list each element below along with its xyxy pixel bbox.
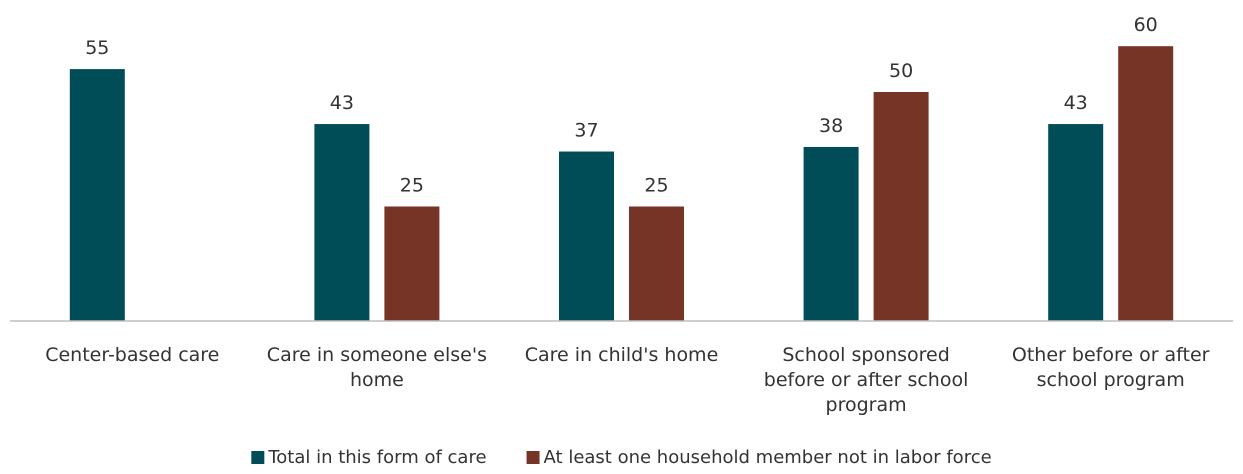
- bar-series1-cat3: [873, 92, 929, 321]
- value-label-series1-cat4: 60: [1134, 14, 1158, 36]
- category-label-line: before or after school: [764, 369, 969, 391]
- category-label-line: Other before or after: [1012, 344, 1210, 366]
- category-label-line: school program: [1037, 369, 1185, 391]
- value-label-series0-cat3: 38: [819, 115, 843, 137]
- value-labels-group: 55 43 25 37 25 38 50 43 60: [85, 14, 1158, 196]
- bar-series0-cat2: [559, 151, 614, 321]
- value-label-series1-cat3: 50: [889, 60, 913, 82]
- bar-series0-cat3: [803, 146, 859, 321]
- category-label-0: Center-based care: [45, 344, 219, 366]
- bar-series0-cat4: [1048, 124, 1104, 321]
- value-label-series0-cat2: 37: [574, 120, 598, 142]
- category-label-1: Care in someone else's home: [267, 344, 487, 391]
- bar-series0-cat0: [69, 69, 125, 321]
- bar-series1-cat2: [629, 206, 684, 321]
- category-label-line: School sponsored: [782, 344, 949, 366]
- category-label-3: School sponsored before or after school pr…: [764, 344, 969, 416]
- legend-swatch-0: [251, 451, 265, 464]
- bar-series1-cat4: [1118, 46, 1174, 321]
- value-label-series1-cat2: 25: [644, 175, 668, 197]
- category-label-line: Care in someone else's: [267, 344, 487, 366]
- category-labels-group: Center-based care Care in someone else's h…: [45, 344, 1209, 416]
- value-label-series0-cat4: 43: [1064, 92, 1088, 114]
- category-label-line: Center-based care: [45, 344, 219, 366]
- legend-label-1: At least one household member not in lab…: [544, 447, 992, 468]
- value-label-series0-cat0: 55: [85, 37, 109, 59]
- value-label-series1-cat1: 25: [400, 175, 424, 197]
- bar-series0-cat1: [314, 124, 370, 321]
- legend-label-0: Total in this form of care: [267, 447, 486, 468]
- category-label-4: Other before or after school program: [1012, 344, 1210, 391]
- bars-group: [69, 46, 1174, 321]
- legend-swatch-1: [526, 451, 540, 464]
- category-label-line: home: [350, 369, 404, 391]
- category-label-line: program: [826, 394, 907, 416]
- bar-series1-cat1: [384, 206, 440, 321]
- value-label-series0-cat1: 43: [330, 92, 354, 114]
- category-label-2: Care in child's home: [525, 344, 719, 366]
- legend: Total in this form of care At least one h…: [251, 447, 992, 468]
- category-label-line: Care in child's home: [525, 344, 719, 366]
